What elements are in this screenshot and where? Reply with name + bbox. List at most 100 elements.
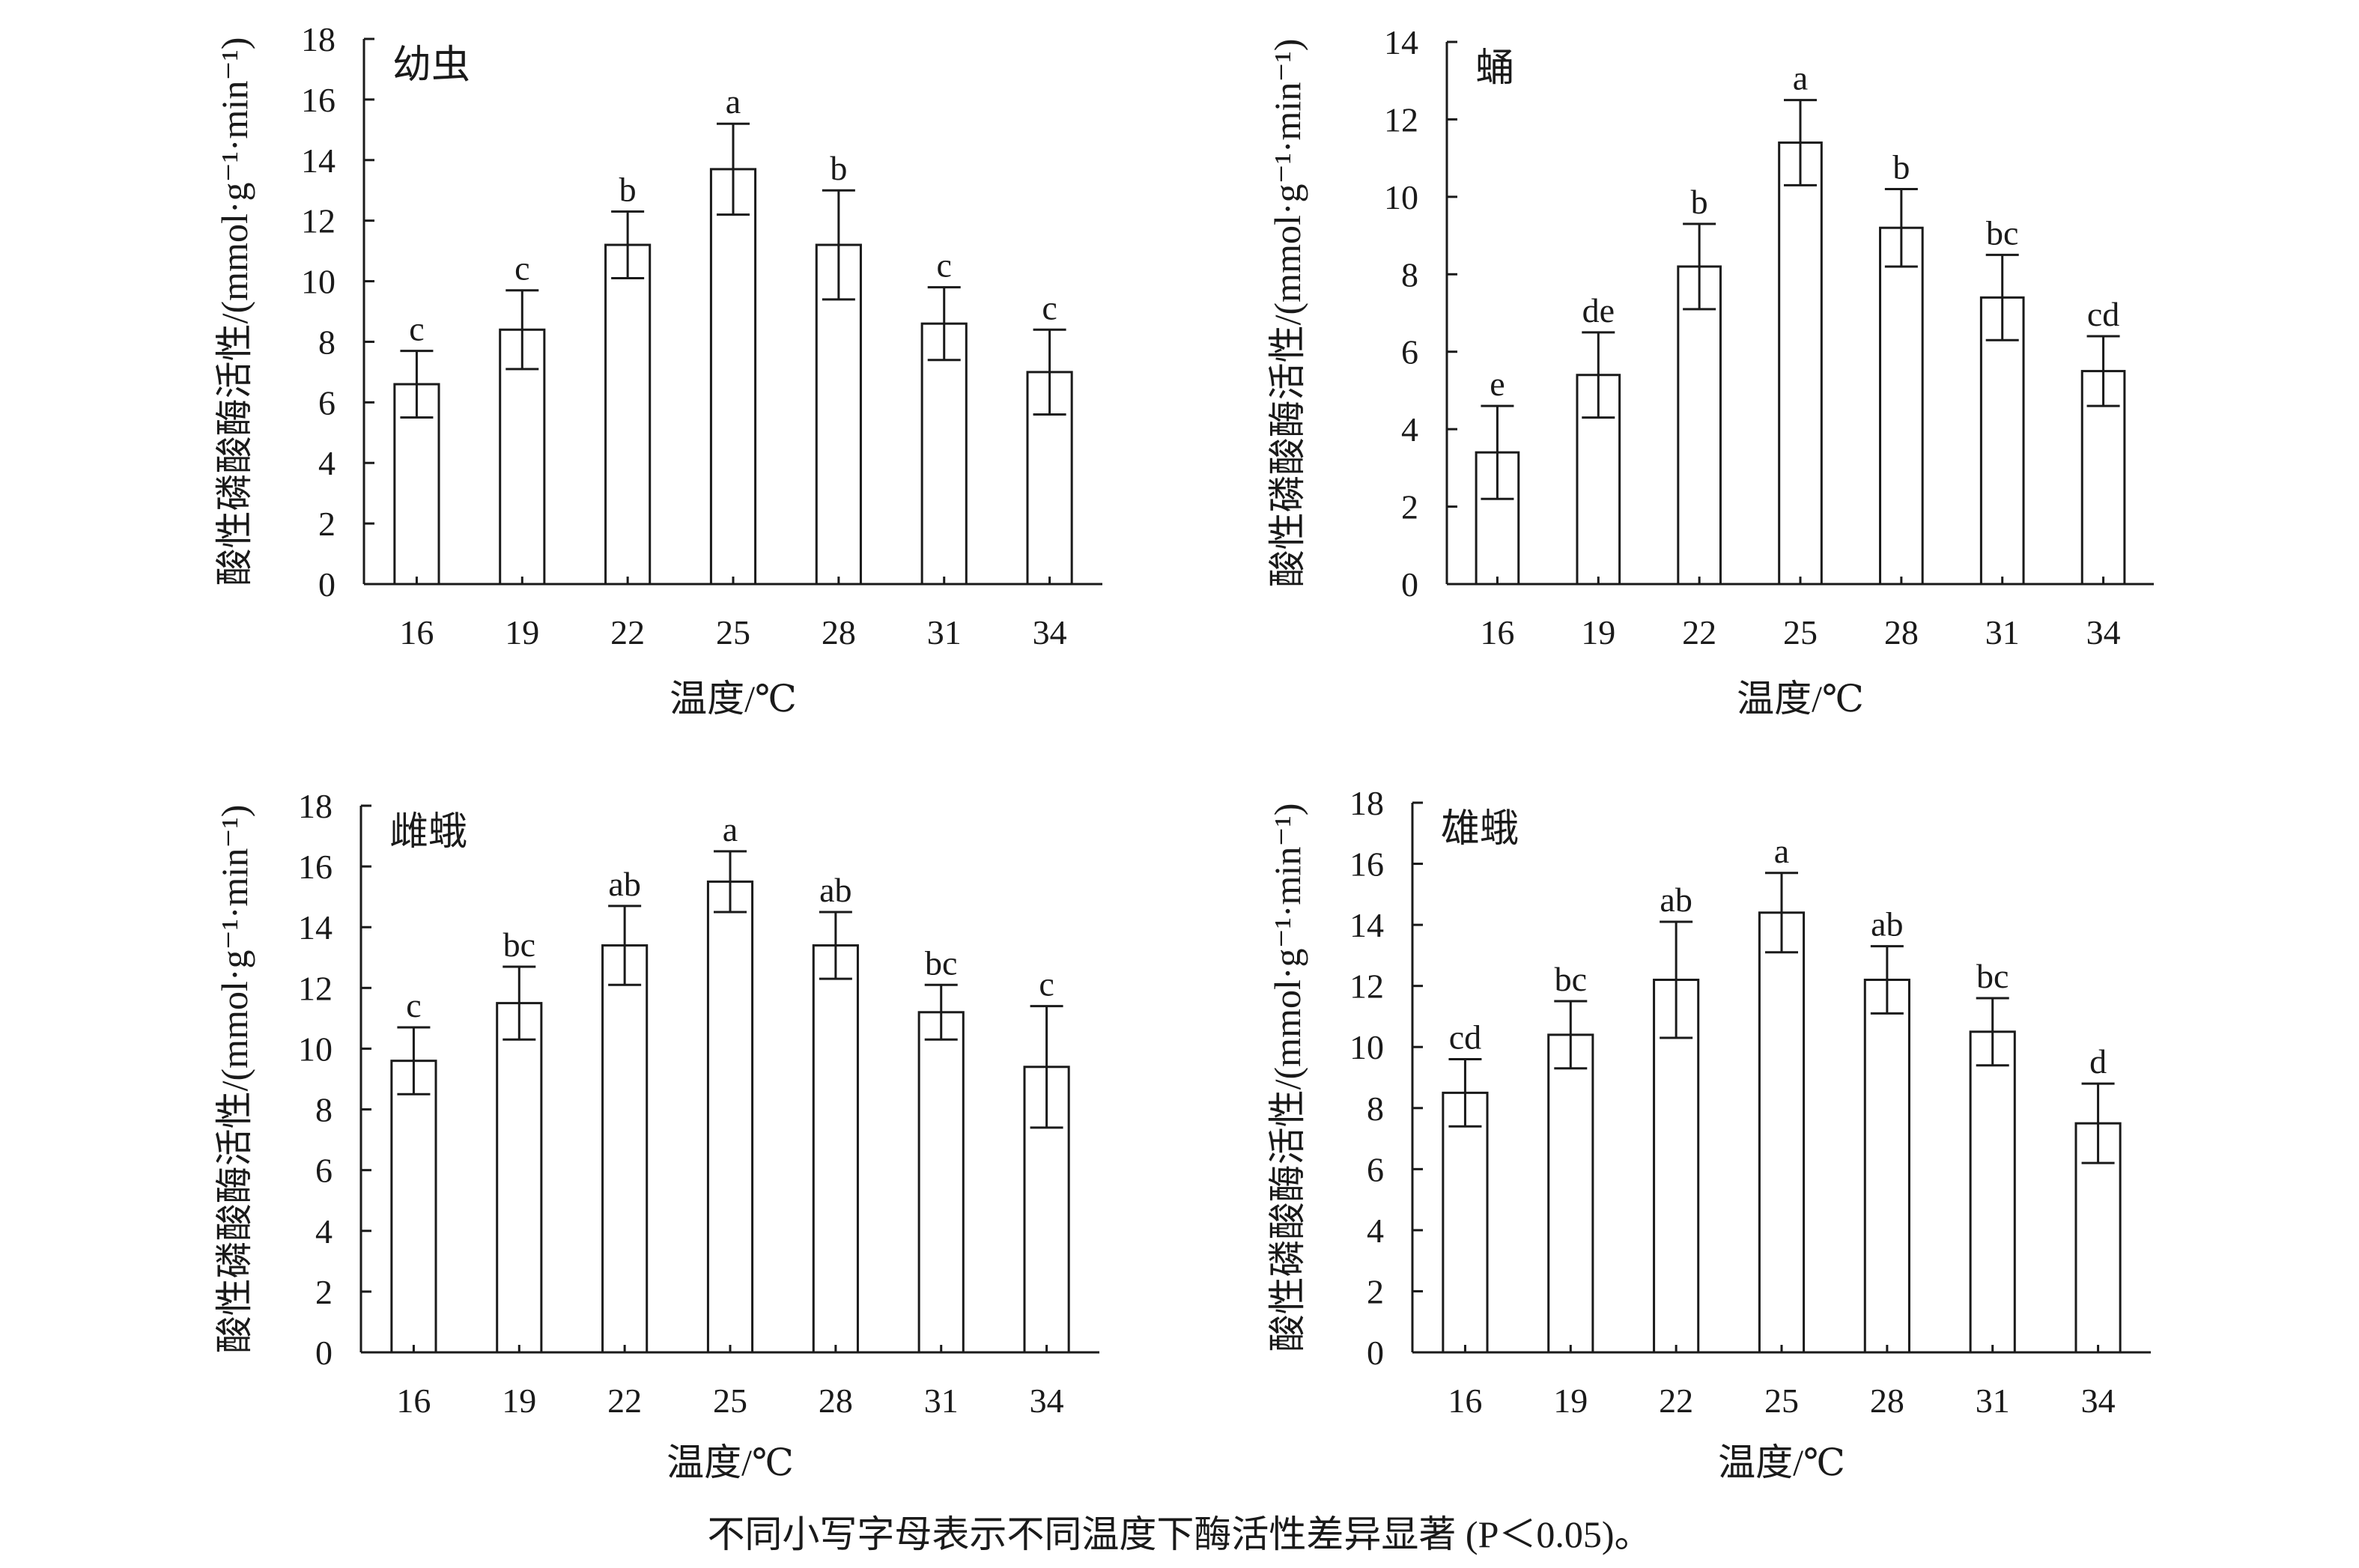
x-axis-title: 温度/℃ bbox=[1718, 1441, 1845, 1483]
bar bbox=[1979, 296, 2025, 586]
significance-label: ab bbox=[608, 865, 640, 903]
significance-label: a bbox=[723, 810, 738, 848]
y-tick-label: 18 bbox=[1349, 784, 1384, 822]
y-tick-label: 4 bbox=[1401, 410, 1418, 449]
y-axis-title: 酸性磷酸酶活性/(mmol·g⁻¹·min⁻¹) bbox=[1266, 39, 1308, 588]
y-tick-label: 18 bbox=[301, 20, 336, 58]
bar bbox=[812, 944, 859, 1354]
bar bbox=[917, 1011, 965, 1354]
panel-label: 雄蛾 bbox=[1441, 808, 1519, 851]
x-axis-title: 温度/℃ bbox=[670, 678, 797, 720]
significance-label: a bbox=[1793, 59, 1808, 97]
x-tick-label: 25 bbox=[716, 613, 750, 651]
bar bbox=[1442, 1091, 1489, 1354]
y-tick-label: 10 bbox=[1384, 178, 1418, 216]
significance-label: ab bbox=[1660, 881, 1692, 919]
y-tick-label: 0 bbox=[1367, 1334, 1384, 1372]
bar bbox=[496, 1002, 543, 1354]
y-tick-label: 6 bbox=[1401, 333, 1418, 371]
bar bbox=[1863, 979, 1910, 1354]
y-tick-label: 6 bbox=[1367, 1150, 1384, 1188]
x-tick-label: 16 bbox=[1480, 613, 1514, 651]
x-tick-label: 19 bbox=[1581, 613, 1615, 651]
x-tick-label: 22 bbox=[610, 613, 645, 651]
y-tick-label: 10 bbox=[298, 1030, 333, 1068]
panel-label: 幼虫 bbox=[392, 44, 470, 87]
bar bbox=[390, 1060, 437, 1354]
significance-label: b bbox=[1892, 148, 1910, 186]
y-tick-label: 14 bbox=[298, 908, 333, 946]
y-tick-label: 8 bbox=[1401, 255, 1418, 294]
x-tick-label: 28 bbox=[819, 1382, 853, 1420]
significance-label: bc bbox=[1986, 213, 2018, 252]
bar bbox=[920, 322, 968, 586]
x-tick-label: 22 bbox=[1659, 1382, 1693, 1420]
x-tick-label: 22 bbox=[1682, 613, 1716, 651]
chart-panel-4: 0 2 4 6 8 10 12 14 16 18 cd 16 bc 19 ab 22 a 25 ab 28 bc 31 d 3… bbox=[1266, 784, 2151, 1483]
y-tick-label: 10 bbox=[1349, 1028, 1384, 1066]
y-tick-label: 16 bbox=[1349, 845, 1384, 884]
x-tick-label: 28 bbox=[1884, 613, 1919, 651]
significance-label: bc bbox=[503, 926, 535, 964]
bar bbox=[1969, 1030, 2016, 1354]
y-tick-label: 14 bbox=[1384, 23, 1418, 61]
panel-label: 蛹 bbox=[1475, 47, 1514, 90]
chart-panel-2: 0 2 4 6 8 10 12 14 e 16 de 19 b 22 a 25 b 28 bc 31 cd 34 蛹温度/℃… bbox=[1266, 23, 2154, 720]
bar bbox=[1758, 911, 1806, 1354]
significance-label: de bbox=[1582, 291, 1615, 329]
significance-label: c bbox=[1039, 965, 1054, 1003]
significance-label: cd bbox=[1449, 1018, 1481, 1057]
x-tick-label: 19 bbox=[1553, 1382, 1588, 1420]
y-tick-label: 2 bbox=[318, 505, 336, 543]
x-tick-label: 31 bbox=[1976, 1382, 2010, 1420]
bar bbox=[1653, 979, 1700, 1354]
significance-label: b bbox=[619, 171, 637, 209]
bar bbox=[1778, 141, 1823, 586]
x-tick-label: 25 bbox=[1764, 1382, 1799, 1420]
significance-label: e bbox=[1490, 365, 1505, 403]
x-tick-label: 16 bbox=[396, 1382, 431, 1420]
y-tick-label: 2 bbox=[1367, 1272, 1384, 1310]
y-axis-title: 酸性磷酸酶活性/(mmol·g⁻¹·min⁻¹) bbox=[1266, 803, 1308, 1352]
y-tick-label: 16 bbox=[301, 81, 336, 119]
x-tick-label: 16 bbox=[399, 613, 434, 651]
significance-label: b bbox=[1691, 183, 1708, 221]
x-axis-title: 温度/℃ bbox=[667, 1441, 794, 1483]
bar bbox=[1879, 226, 1924, 586]
x-tick-label: 34 bbox=[2086, 613, 2121, 651]
significance-label: bc bbox=[1555, 960, 1587, 998]
y-tick-label: 2 bbox=[1401, 488, 1418, 526]
panel-label: 雌蛾 bbox=[389, 811, 467, 854]
y-tick-label: 18 bbox=[298, 787, 333, 825]
bar bbox=[604, 243, 652, 586]
significance-label: c bbox=[406, 986, 421, 1024]
x-tick-label: 28 bbox=[822, 613, 856, 651]
y-tick-label: 4 bbox=[1367, 1212, 1384, 1250]
y-tick-label: 12 bbox=[298, 969, 333, 1007]
y-tick-label: 4 bbox=[315, 1212, 333, 1251]
y-tick-label: 8 bbox=[318, 323, 336, 361]
x-tick-label: 16 bbox=[1448, 1382, 1482, 1420]
significance-label: bc bbox=[1976, 957, 2009, 995]
y-tick-label: 16 bbox=[298, 848, 333, 886]
y-tick-label: 8 bbox=[315, 1091, 333, 1129]
x-tick-label: 19 bbox=[502, 1382, 536, 1420]
significance-label: c bbox=[1042, 288, 1057, 326]
chart-panel-1: 0 2 4 6 8 10 12 14 16 18 c 16 c 19 b 22 a 25 b 28 c 31 c 34 幼虫温度… bbox=[213, 20, 1102, 720]
significance-label: d bbox=[2089, 1042, 2107, 1081]
bar bbox=[1026, 371, 1073, 586]
y-tick-label: 0 bbox=[1401, 565, 1418, 604]
y-tick-label: 14 bbox=[301, 142, 336, 180]
significance-label: c bbox=[514, 249, 529, 288]
significance-label: ab bbox=[819, 871, 851, 909]
x-tick-label: 25 bbox=[713, 1382, 747, 1420]
chart-panels: 024681012141618c16c19b22a25b28c31c34幼虫温度… bbox=[213, 20, 2154, 1483]
y-axis-title: 酸性磷酸酶活性/(mmol·g⁻¹·min⁻¹) bbox=[213, 37, 255, 586]
x-tick-label: 31 bbox=[1985, 613, 2020, 651]
significance-label: a bbox=[1774, 832, 1789, 870]
significance-label: c bbox=[409, 310, 424, 348]
y-tick-label: 12 bbox=[301, 202, 336, 240]
x-tick-label: 25 bbox=[1783, 613, 1818, 651]
bar bbox=[709, 168, 757, 586]
